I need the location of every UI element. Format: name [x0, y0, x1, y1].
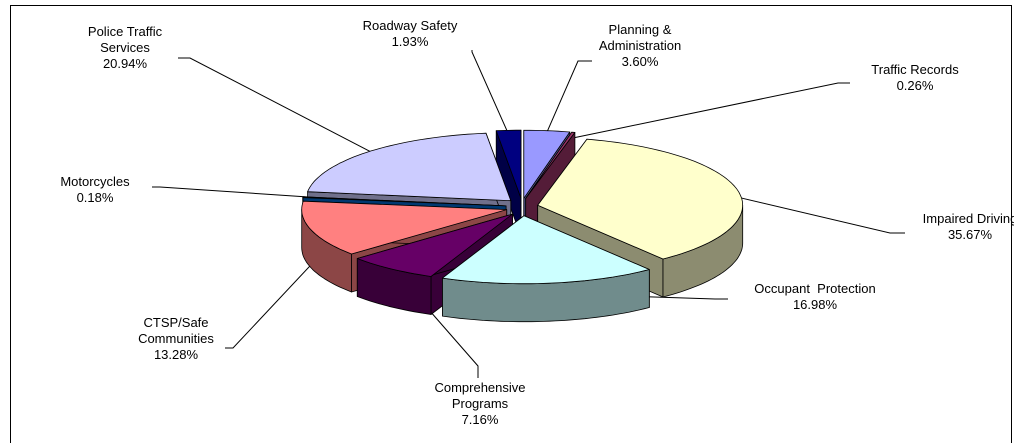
frame — [10, 5, 1012, 443]
category-label: Occupant Protection — [754, 281, 876, 296]
category-label: Roadway Safety — [362, 18, 458, 33]
slice-label: Roadway Safety 1.93% — [345, 18, 475, 50]
value-label: 3.60% — [621, 54, 659, 69]
value-label: 7.16% — [461, 412, 499, 427]
slice — [495, 129, 522, 199]
value-label: 1.93% — [391, 34, 429, 49]
slice-label: Comprehensive Programs 7.16% — [400, 380, 560, 428]
slice — [307, 132, 512, 202]
slice — [356, 213, 513, 277]
leader-line — [225, 244, 331, 349]
category-label: Motorcycles — [60, 174, 130, 189]
slice-label: Planning & Administration 3.60% — [575, 22, 705, 70]
slice — [537, 138, 743, 260]
slice — [302, 196, 507, 207]
leader-line — [718, 192, 905, 234]
category-label: CTSP/Safe Communities — [138, 315, 214, 346]
value-label: 16.98% — [792, 297, 838, 312]
category-label: Police Traffic Services — [87, 24, 163, 55]
value-label: 0.26% — [896, 78, 934, 93]
value-label: 13.28% — [153, 347, 199, 362]
slice-label: Impaired Driving 35.67% — [895, 211, 1014, 243]
leader-line — [471, 50, 511, 138]
category-label: Comprehensive Programs — [434, 380, 526, 411]
value-label: 20.94% — [102, 56, 148, 71]
leader-line — [544, 60, 592, 138]
leader-line — [152, 186, 324, 199]
slice-label: Occupant Protection 16.98% — [720, 281, 910, 313]
slice — [301, 200, 508, 255]
slice — [525, 131, 576, 199]
value-label: 0.18% — [76, 190, 114, 205]
category-label: Planning & Administration — [598, 22, 682, 53]
leader-line — [178, 57, 382, 158]
slice — [442, 215, 650, 285]
leaders — [152, 50, 905, 378]
leader-line — [568, 82, 850, 140]
slice — [523, 129, 571, 199]
category-label: Traffic Records — [871, 62, 959, 77]
slice-label: CTSP/Safe Communities 13.28% — [120, 315, 232, 363]
category-label: Impaired Driving — [922, 211, 1014, 226]
slice-label: Motorcycles 0.18% — [35, 174, 155, 206]
slice-label: Police Traffic Services 20.94% — [60, 24, 190, 72]
pie — [301, 129, 744, 323]
value-label: 35.67% — [947, 227, 993, 242]
slice-label: Traffic Records 0.26% — [840, 62, 990, 94]
